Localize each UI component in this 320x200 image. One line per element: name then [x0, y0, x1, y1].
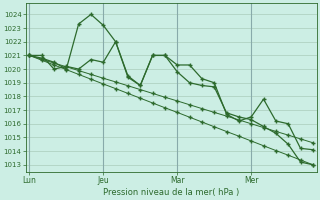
X-axis label: Pression niveau de la mer( hPa ): Pression niveau de la mer( hPa ) — [103, 188, 239, 197]
